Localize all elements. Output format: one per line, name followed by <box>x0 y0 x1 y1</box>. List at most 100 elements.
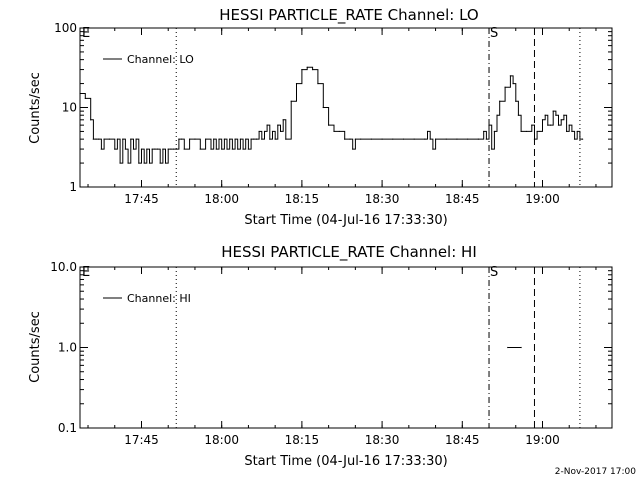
panel-lo-data-point <box>499 100 501 102</box>
panel-lo-data-point <box>539 130 541 133</box>
panel-lo-xtick-label: 18:00 <box>204 192 239 206</box>
panel-lo-data-point <box>148 162 151 164</box>
panel-lo-data-point <box>560 119 562 121</box>
panel-lo-data-point <box>164 162 167 164</box>
panel-lo-data-point <box>167 148 169 150</box>
panel-lo-data-point <box>333 130 335 133</box>
panel-lo-data-point <box>311 68 314 71</box>
panel-lo-data-point <box>95 138 97 140</box>
panel-lo-data-point <box>194 138 196 140</box>
panel-lo-data-point <box>317 82 319 85</box>
panel-lo-data-point <box>218 138 220 140</box>
panel-lo-data-point <box>159 162 161 164</box>
panel-lo-data-point <box>189 138 191 140</box>
panel-lo-data-point <box>579 138 581 140</box>
panel-lo-data-point <box>504 86 506 88</box>
panel-lo-data-point <box>178 138 180 140</box>
panel-lo-data-point <box>210 148 212 150</box>
panel-lo-data-point <box>274 138 276 140</box>
panel-lo-data-point <box>138 162 140 164</box>
panel-lo-data-point <box>119 162 121 164</box>
panel-lo-data-point <box>271 130 274 133</box>
panel-lo-flag-e: E <box>82 26 90 41</box>
panel-lo-data-point <box>154 148 156 150</box>
panel-lo-xlabel: Start Time (04-Jul-16 17:33:30) <box>244 213 447 228</box>
panel-lo-data-point <box>328 124 330 126</box>
panel-lo-data-point <box>456 138 458 140</box>
panel-lo-data-point <box>485 138 487 140</box>
panel-lo-data-point <box>130 138 132 140</box>
panel-lo-data-point <box>392 138 394 140</box>
panel-lo-data-point <box>266 124 268 126</box>
panel-lo-data-point <box>215 148 217 150</box>
panel-lo-data-point <box>555 114 557 116</box>
panel-lo-data-point <box>172 148 175 150</box>
panel-lo-data-point <box>496 114 498 116</box>
panel-lo-data-point <box>349 138 351 140</box>
panel-lo-data-point <box>116 138 119 140</box>
panel-lo-data-point <box>525 130 528 133</box>
panel-lo-data-point <box>290 100 292 102</box>
panel-lo-data-point <box>360 138 362 140</box>
panel-hi-xlabel: Start Time (04-Jul-16 17:33:30) <box>244 454 447 469</box>
panel-lo-data-point <box>571 130 573 133</box>
panel-lo-data-point <box>344 138 346 140</box>
panel-lo-data-point <box>226 148 228 150</box>
panel-lo-data-point <box>255 138 258 140</box>
panel-lo-xtick-label: 19:00 <box>525 192 560 206</box>
panel-lo-data-point <box>250 138 252 140</box>
panel-lo-data-point <box>306 66 308 68</box>
panel-hi-ylabel: Counts/sec <box>28 311 43 383</box>
panel-lo-data-point <box>258 130 260 133</box>
panel-lo-data-point <box>402 138 405 140</box>
panel-lo-data-point <box>253 138 255 140</box>
panel-lo-data-point <box>491 148 493 150</box>
panel-hi-ytick-label: 10.0 <box>50 260 77 274</box>
panel-lo-data-point <box>92 138 94 140</box>
panel-lo-data-point <box>370 138 372 140</box>
panel-hi: HESSI PARTICLE_RATE Channel: HI Counts/s… <box>28 243 613 469</box>
panel-lo-data-point <box>520 130 522 133</box>
panel-lo-data-point <box>146 148 148 150</box>
panel-lo-data-point <box>549 124 552 126</box>
panel-hi-data-point <box>520 346 522 349</box>
panel-lo-data-point <box>536 130 538 133</box>
panel-lo-xtick-label: 18:45 <box>445 192 480 206</box>
panel-lo-data-point <box>183 148 185 150</box>
panel-lo-data-point <box>547 124 549 126</box>
panel-lo-data-point <box>467 138 469 140</box>
panel-lo-xtick-label: 18:15 <box>285 192 320 206</box>
panel-hi-xtick-label: 18:00 <box>204 433 239 447</box>
panel-hi-xtick-label: 18:30 <box>365 433 400 447</box>
panel-lo-data-point <box>143 162 145 164</box>
panel-hi-xtick-label: 18:45 <box>445 433 480 447</box>
panel-lo: HESSI PARTICLE_RATE Channel: LO Counts/s… <box>28 6 613 228</box>
panel-lo-data-point <box>426 130 429 133</box>
footer-timestamp: 2-Nov-2017 17:00 <box>555 467 637 477</box>
panel-lo-ytick-label: 1 <box>69 180 77 194</box>
panel-lo-data-point <box>239 138 242 140</box>
panel-lo-data-point <box>261 138 263 140</box>
panel-lo-data-point <box>98 138 100 140</box>
panel-lo-data-point <box>429 138 431 140</box>
panel-hi-flag-s: S <box>490 265 498 280</box>
panel-hi-title: HESSI PARTICLE_RATE Channel: HI <box>221 243 477 262</box>
panel-lo-data-point <box>263 130 266 133</box>
panel-lo-data-point <box>568 124 570 126</box>
panel-lo-ytick-label: 100 <box>54 21 77 35</box>
panel-lo-data-point <box>100 148 102 150</box>
panel-lo-series-line <box>80 66 583 164</box>
panel-lo-data-point <box>544 114 546 116</box>
panel-lo-data-point <box>512 82 514 85</box>
panel-lo-data-point <box>517 114 520 116</box>
panel-lo-data-point <box>180 138 183 140</box>
panel-lo-data-point <box>424 138 426 140</box>
panel-lo-data-point <box>199 148 201 150</box>
panel-lo-data-point <box>541 119 544 121</box>
panel-lo-data-point <box>565 130 568 133</box>
panel-lo-data-point <box>563 114 565 116</box>
panel-hi-legend-label: Channel: HI <box>127 292 191 305</box>
panel-lo-flag-s: S <box>490 26 498 41</box>
panel-lo-data-point <box>175 148 177 150</box>
